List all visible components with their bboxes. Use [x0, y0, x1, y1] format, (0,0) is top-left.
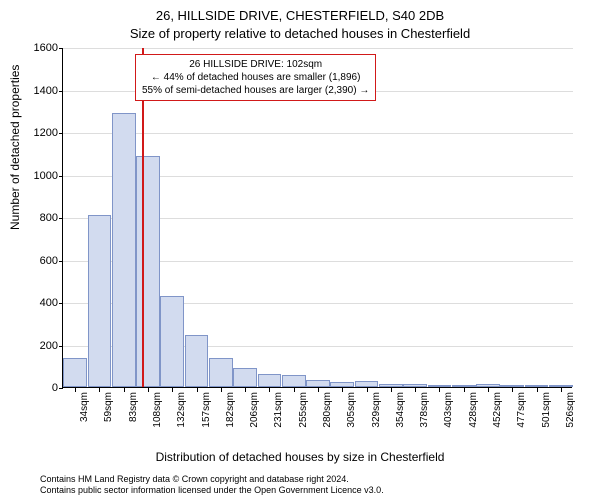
x-tick-label: 34sqm	[79, 392, 90, 422]
x-tick-label: 108sqm	[152, 392, 163, 428]
histogram-bar	[428, 385, 452, 387]
x-tick-label: 305sqm	[346, 392, 357, 428]
y-tick-mark	[59, 303, 63, 304]
annotation-line: 55% of semi-detached houses are larger (…	[142, 84, 369, 97]
y-tick-label: 400	[18, 297, 58, 309]
y-tick-label: 1200	[18, 127, 58, 139]
x-tick-label: 354sqm	[395, 392, 406, 428]
histogram-bar	[355, 381, 379, 387]
y-tick-mark	[59, 133, 63, 134]
histogram-bar	[209, 358, 233, 387]
y-tick-mark	[59, 346, 63, 347]
x-tick-label: 157sqm	[201, 392, 212, 428]
x-axis-label: Distribution of detached houses by size …	[0, 450, 600, 464]
x-tick-mark	[197, 388, 198, 392]
x-tick-label: 132sqm	[176, 392, 187, 428]
y-tick-mark	[59, 176, 63, 177]
y-tick-label: 200	[18, 340, 58, 352]
x-tick-mark	[269, 388, 270, 392]
histogram-bar	[136, 156, 160, 387]
histogram-bar	[403, 384, 427, 387]
footer-text: Contains HM Land Registry data © Crown c…	[0, 474, 600, 497]
x-tick-label: 280sqm	[322, 392, 333, 428]
x-tick-mark	[99, 388, 100, 392]
x-tick-mark	[342, 388, 343, 392]
histogram-bar	[549, 385, 573, 387]
x-tick-label: 403sqm	[443, 392, 454, 428]
histogram-bar	[306, 380, 330, 387]
histogram-bar	[282, 375, 306, 387]
x-tick-mark	[172, 388, 173, 392]
x-tick-label: 182sqm	[225, 392, 236, 428]
y-tick-mark	[59, 388, 63, 389]
x-tick-mark	[512, 388, 513, 392]
histogram-bar	[476, 384, 500, 387]
x-tick-mark	[245, 388, 246, 392]
y-tick-mark	[59, 91, 63, 92]
x-tick-mark	[148, 388, 149, 392]
y-tick-mark	[59, 48, 63, 49]
y-tick-mark	[59, 218, 63, 219]
x-tick-label: 231sqm	[273, 392, 284, 428]
x-tick-mark	[221, 388, 222, 392]
footer-line-1: Contains HM Land Registry data © Crown c…	[40, 474, 560, 485]
histogram-bar	[258, 374, 282, 387]
histogram-bar	[88, 215, 112, 387]
histogram-bar	[379, 384, 403, 387]
histogram-bar	[160, 296, 184, 387]
x-tick-mark	[318, 388, 319, 392]
x-tick-mark	[488, 388, 489, 392]
x-tick-mark	[391, 388, 392, 392]
x-tick-label: 526sqm	[565, 392, 576, 428]
x-tick-mark	[294, 388, 295, 392]
histogram-bar	[185, 335, 209, 387]
histogram-bar	[233, 368, 257, 387]
y-tick-label: 1600	[18, 42, 58, 54]
x-tick-label: 59sqm	[103, 392, 114, 422]
y-tick-label: 1400	[18, 85, 58, 97]
x-tick-label: 477sqm	[516, 392, 527, 428]
x-tick-label: 83sqm	[128, 392, 139, 422]
x-tick-mark	[561, 388, 562, 392]
x-tick-label: 255sqm	[298, 392, 309, 428]
title-line-2: Size of property relative to detached ho…	[0, 26, 600, 41]
gridline	[63, 133, 573, 134]
x-tick-mark	[439, 388, 440, 392]
x-tick-mark	[537, 388, 538, 392]
x-tick-label: 329sqm	[371, 392, 382, 428]
annotation-line: 26 HILLSIDE DRIVE: 102sqm	[142, 58, 369, 71]
y-tick-label: 600	[18, 255, 58, 267]
x-tick-mark	[367, 388, 368, 392]
plot-area: 0200400600800100012001400160034sqm59sqm8…	[62, 48, 572, 388]
title-line-1: 26, HILLSIDE DRIVE, CHESTERFIELD, S40 2D…	[0, 8, 600, 23]
chart-container: 26, HILLSIDE DRIVE, CHESTERFIELD, S40 2D…	[0, 0, 600, 500]
annotation-box: 26 HILLSIDE DRIVE: 102sqm← 44% of detach…	[135, 54, 376, 101]
x-tick-label: 501sqm	[541, 392, 552, 428]
x-tick-label: 452sqm	[492, 392, 503, 428]
histogram-bar	[112, 113, 136, 387]
x-tick-mark	[75, 388, 76, 392]
x-tick-mark	[464, 388, 465, 392]
histogram-bar	[330, 382, 354, 387]
x-tick-mark	[124, 388, 125, 392]
y-tick-mark	[59, 261, 63, 262]
y-tick-label: 1000	[18, 170, 58, 182]
y-tick-label: 0	[18, 382, 58, 394]
y-tick-label: 800	[18, 212, 58, 224]
x-tick-label: 206sqm	[249, 392, 260, 428]
chart-area: 0200400600800100012001400160034sqm59sqm8…	[62, 48, 572, 388]
x-tick-label: 378sqm	[419, 392, 430, 428]
histogram-bar	[63, 358, 87, 387]
x-tick-label: 428sqm	[468, 392, 479, 428]
x-tick-mark	[415, 388, 416, 392]
annotation-line: ← 44% of detached houses are smaller (1,…	[142, 71, 369, 84]
footer-line-2: Contains public sector information licen…	[40, 485, 560, 496]
histogram-bar	[525, 385, 549, 387]
histogram-bar	[452, 385, 476, 387]
histogram-bar	[500, 385, 524, 387]
gridline	[63, 48, 573, 49]
